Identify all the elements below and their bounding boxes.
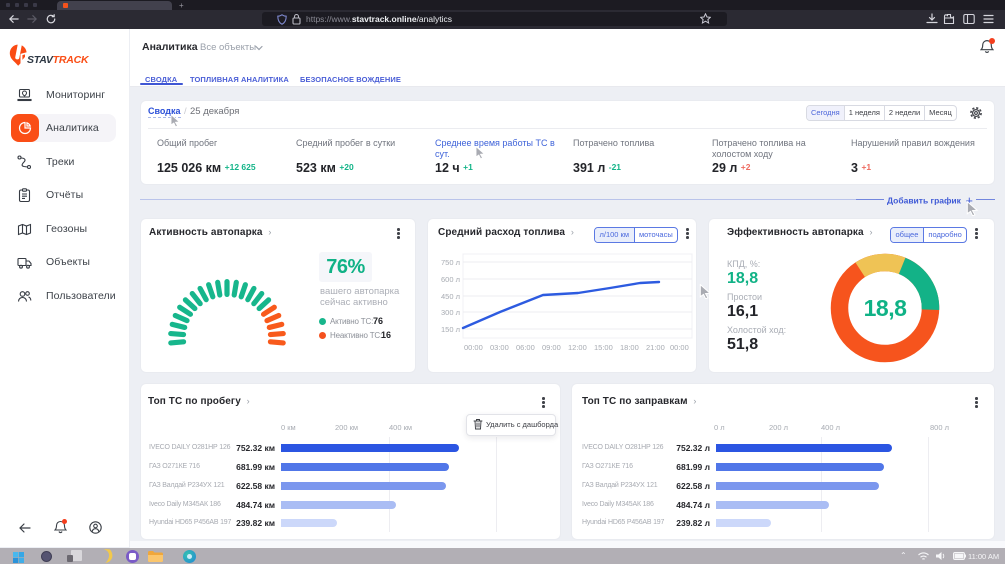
svg-text:STAVTRACK: STAVTRACK	[27, 54, 90, 66]
